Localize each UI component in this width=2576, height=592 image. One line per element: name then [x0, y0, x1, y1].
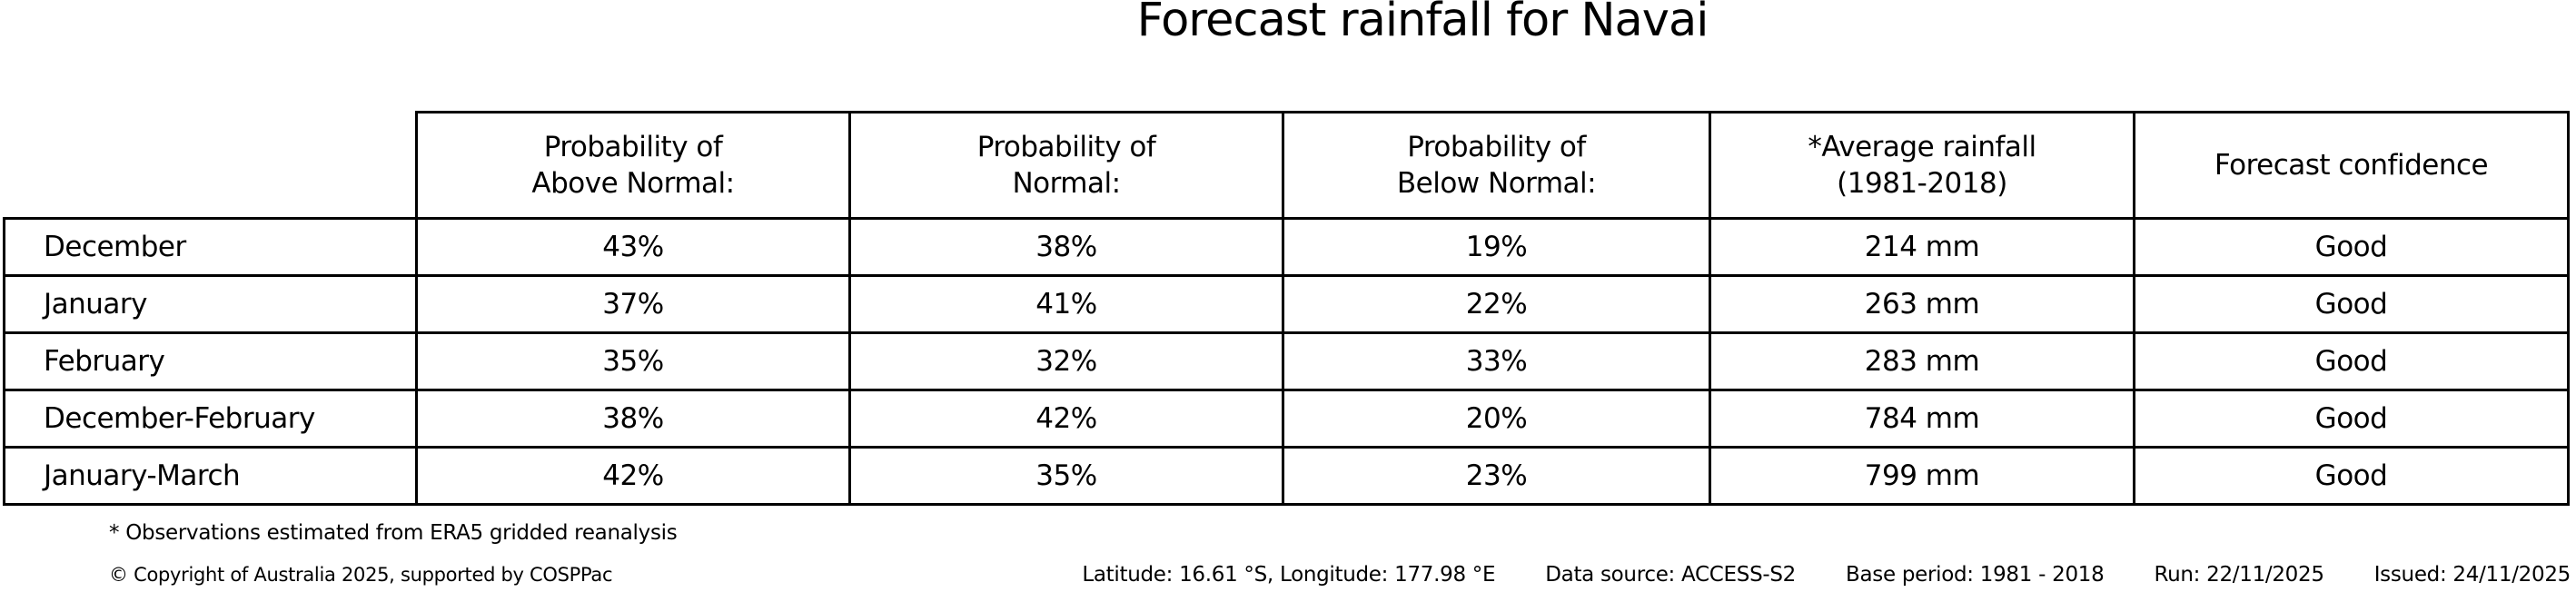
- header-row: Probability of Above Normal: Probability…: [5, 111, 2570, 220]
- cell-above-normal: 42%: [415, 446, 851, 506]
- base-period-text: Base period: 1981 - 2018: [1846, 563, 2105, 587]
- header-confidence: Forecast confidence: [2133, 111, 2570, 220]
- cell-above-normal: 37%: [415, 274, 851, 334]
- header-above-normal: Probability of Above Normal:: [415, 111, 851, 220]
- table-row-january-march: January-March 42% 35% 23% 799 mm Good: [3, 446, 2570, 506]
- cell-avg-rainfall: 263 mm: [1709, 274, 2135, 334]
- cell-above-normal: 35%: [415, 331, 851, 391]
- cell-above-normal: 43%: [415, 217, 851, 277]
- header-avg-rainfall: *Average rainfall (1981-2018): [1709, 111, 2135, 220]
- table-row-january: January 37% 41% 22% 263 mm Good: [3, 274, 2570, 334]
- cell-avg-rainfall: 283 mm: [1709, 331, 2135, 391]
- row-label: January: [3, 274, 418, 334]
- footer-meta: Latitude: 16.61 °S, Longitude: 177.98 °E…: [1082, 563, 2571, 587]
- cell-confidence: Good: [2133, 389, 2570, 449]
- table-row-december: December 43% 38% 19% 214 mm Good: [3, 217, 2570, 277]
- row-label: January-March: [3, 446, 418, 506]
- cell-normal: 42%: [848, 389, 1284, 449]
- cell-normal: 41%: [848, 274, 1284, 334]
- cell-confidence: Good: [2133, 331, 2570, 391]
- cell-normal: 32%: [848, 331, 1284, 391]
- cell-avg-rainfall: 784 mm: [1709, 389, 2135, 449]
- cell-normal: 38%: [848, 217, 1284, 277]
- corner-cell: [5, 113, 417, 219]
- cell-confidence: Good: [2133, 274, 2570, 334]
- copyright-text: © Copyright of Australia 2025, supported…: [109, 564, 613, 586]
- row-label: December-February: [3, 389, 418, 449]
- cell-below-normal: 20%: [1282, 389, 1711, 449]
- row-label: February: [3, 331, 418, 391]
- cell-above-normal: 38%: [415, 389, 851, 449]
- footer: © Copyright of Australia 2025, supported…: [109, 563, 2571, 587]
- cell-below-normal: 33%: [1282, 331, 1711, 391]
- header-below-normal: Probability of Below Normal:: [1282, 111, 1711, 220]
- cell-below-normal: 22%: [1282, 274, 1711, 334]
- forecast-table: Probability of Above Normal: Probability…: [3, 111, 2570, 506]
- cell-avg-rainfall: 799 mm: [1709, 446, 2135, 506]
- footnote: * Observations estimated from ERA5 gridd…: [109, 521, 678, 545]
- issued-date-text: Issued: 24/11/2025: [2373, 563, 2571, 587]
- cell-below-normal: 19%: [1282, 217, 1711, 277]
- header-normal: Probability of Normal:: [848, 111, 1284, 220]
- run-date-text: Run: 22/11/2025: [2154, 563, 2324, 587]
- row-label: December: [3, 217, 418, 277]
- location-text: Latitude: 16.61 °S, Longitude: 177.98 °E: [1082, 563, 1496, 587]
- cell-normal: 35%: [848, 446, 1284, 506]
- cell-confidence: Good: [2133, 446, 2570, 506]
- table-row-december-february: December-February 38% 42% 20% 784 mm Goo…: [3, 389, 2570, 449]
- table-row-february: February 35% 32% 33% 283 mm Good: [3, 331, 2570, 391]
- page-title: Forecast rainfall for Navai: [1136, 0, 1709, 47]
- cell-below-normal: 23%: [1282, 446, 1711, 506]
- cell-avg-rainfall: 214 mm: [1709, 217, 2135, 277]
- cell-confidence: Good: [2133, 217, 2570, 277]
- data-source-text: Data source: ACCESS-S2: [1545, 563, 1797, 587]
